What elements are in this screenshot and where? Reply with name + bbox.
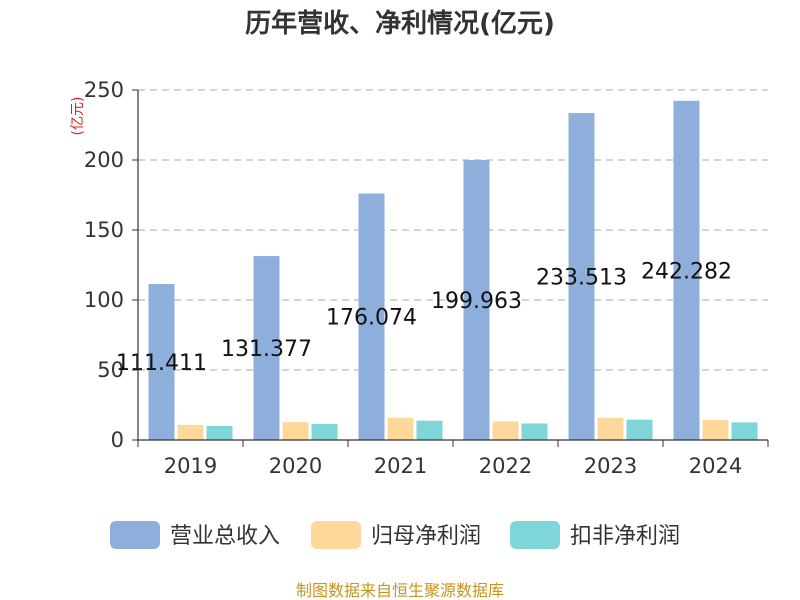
- y-tick-label: 0: [111, 428, 124, 452]
- data-label-2021: 176.074: [326, 306, 417, 331]
- y-axis-unit-label: (亿元): [70, 97, 86, 136]
- bar-2020-series-2: [311, 423, 338, 440]
- bar-2021-series-2: [416, 420, 443, 440]
- bar-2023-series-2: [626, 419, 653, 440]
- legend-swatch-1: [311, 521, 361, 549]
- y-tick-label: 150: [84, 218, 124, 242]
- data-label-2023: 233.513: [536, 266, 627, 291]
- bar-2024-series-1: [702, 419, 729, 440]
- x-tick-label: 2022: [479, 454, 532, 478]
- y-tick-label: 100: [84, 288, 124, 312]
- x-tick-label: 2023: [584, 454, 637, 478]
- bar-2019-series-2: [206, 426, 233, 440]
- bar-2023-series-1: [597, 417, 624, 440]
- x-tick-label: 2019: [164, 454, 217, 478]
- chart-title: 历年营收、净利情况(亿元): [245, 8, 555, 39]
- y-tick-label: 50: [97, 358, 124, 382]
- bar-2022-series-0: [463, 160, 490, 440]
- x-axis-ticks: 2019 2020 2021 2022 2023 2024: [137, 440, 769, 478]
- bar-2019-series-0: [148, 284, 175, 440]
- bar-2022-series-1: [492, 421, 519, 440]
- y-axis-ticks: 0 50 100 150 200 250: [84, 78, 138, 452]
- x-tick-label: 2024: [689, 454, 742, 478]
- y-tick-label: 200: [84, 148, 124, 172]
- data-label-2024: 242.282: [641, 259, 732, 284]
- bars: [148, 100, 758, 441]
- bar-2021-series-0: [358, 193, 385, 440]
- legend-swatch-2: [510, 521, 560, 549]
- source-note: 制图数据来自恒生聚源数据库: [296, 581, 504, 600]
- data-label-2019: 111.411: [116, 351, 207, 376]
- bar-2021-series-1: [387, 417, 414, 440]
- bar-2019-series-1: [177, 424, 204, 440]
- data-labels: 111.411 131.377 176.074 199.963 233.513 242.2…: [116, 259, 732, 376]
- x-tick-label: 2020: [269, 454, 322, 478]
- legend: 营业总收入 归母净利润 扣非净利润: [110, 521, 680, 549]
- legend-label-1: 归母净利润: [371, 524, 481, 549]
- bar-2022-series-2: [521, 423, 548, 440]
- legend-label-0: 营业总收入: [170, 524, 280, 549]
- gridlines: [138, 89, 768, 371]
- y-tick-label: 250: [84, 78, 124, 102]
- bar-2023-series-0: [568, 113, 595, 441]
- bar-2024-series-2: [731, 422, 758, 440]
- bar-2020-series-1: [282, 422, 309, 440]
- bar-2024-series-0: [673, 100, 700, 440]
- bar-2020-series-0: [253, 256, 280, 440]
- legend-swatch-0: [110, 521, 160, 549]
- legend-label-2: 扣非净利润: [570, 524, 680, 549]
- x-tick-label: 2021: [374, 454, 427, 478]
- data-label-2022: 199.963: [431, 289, 522, 314]
- data-label-2020: 131.377: [221, 337, 312, 362]
